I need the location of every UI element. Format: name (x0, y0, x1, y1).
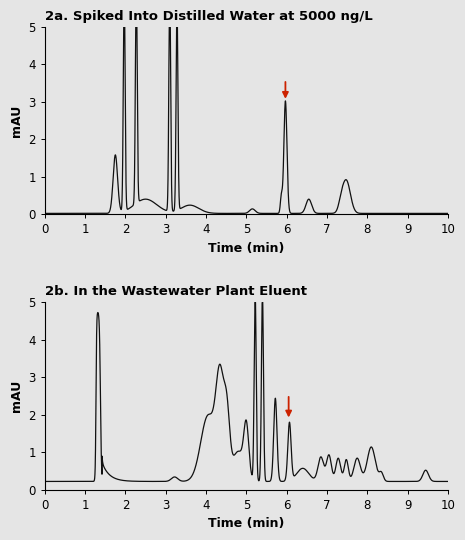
Y-axis label: mAU: mAU (10, 380, 23, 412)
X-axis label: Time (min): Time (min) (208, 242, 285, 255)
Text: 2b. In the Wastewater Plant Eluent: 2b. In the Wastewater Plant Eluent (45, 285, 307, 298)
X-axis label: Time (min): Time (min) (208, 517, 285, 530)
Y-axis label: mAU: mAU (10, 104, 23, 137)
Text: 2a. Spiked Into Distilled Water at 5000 ng/L: 2a. Spiked Into Distilled Water at 5000 … (45, 10, 372, 23)
